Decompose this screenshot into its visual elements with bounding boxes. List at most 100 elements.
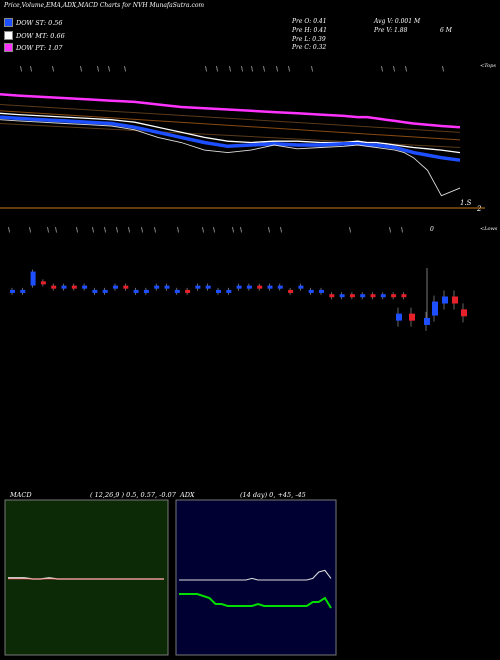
candle-body — [82, 285, 88, 289]
candle-body — [308, 289, 314, 293]
stat-high: Pre H: 0.41 — [292, 27, 327, 34]
candle-body — [298, 285, 304, 289]
candle-body — [154, 285, 160, 289]
lows-marker: 0 — [430, 226, 434, 233]
series-line-close — [0, 119, 461, 197]
series-line-dow-mt — [0, 112, 461, 154]
candle-body — [319, 289, 324, 293]
candle-body — [61, 285, 67, 289]
low-marker: \ — [55, 227, 57, 234]
top-marker: \ — [30, 66, 32, 73]
legend-dow-mt: DOW MT: 0.66 — [4, 31, 65, 40]
top-marker: \ — [205, 66, 207, 73]
top-marker: \ — [442, 66, 444, 73]
candle-body — [432, 301, 438, 316]
top-marker: \ — [80, 66, 82, 73]
top-marker: \ — [288, 66, 290, 73]
legend-label-pt: DOW PT: 1.07 — [16, 43, 63, 52]
low-marker: \ — [213, 227, 215, 234]
stat-pre-volume: Pre V: 1.88 — [374, 27, 408, 34]
low-marker: \ — [8, 227, 10, 234]
envelope-line — [0, 110, 461, 141]
candle-body — [51, 285, 57, 289]
top-marker: \ — [393, 66, 395, 73]
lows-label: <Lows — [480, 226, 498, 232]
top-marker: \ — [216, 66, 218, 73]
low-marker: \ — [280, 227, 282, 234]
candle-body — [40, 281, 46, 285]
candle-body — [370, 294, 376, 298]
low-marker: \ — [232, 227, 234, 234]
candle-body — [102, 289, 108, 293]
top-marker: \ — [381, 66, 383, 73]
top-marker: \ — [276, 66, 278, 73]
low-marker: \ — [92, 227, 94, 234]
low-marker: \ — [177, 227, 179, 234]
top-marker: \ — [263, 66, 265, 73]
adx-params: (14 day) 0, +45, -45 — [240, 491, 306, 499]
candle-body — [92, 289, 98, 293]
low-marker: \ — [128, 227, 130, 234]
candle-body — [461, 309, 467, 317]
adx-lines — [179, 569, 332, 609]
top-marker: \ — [20, 66, 22, 73]
low-marker: \ — [389, 227, 391, 234]
legend-swatch-st — [4, 18, 13, 27]
candle-body — [20, 289, 26, 293]
top-marker: \ — [108, 66, 110, 73]
legend-swatch-pt — [4, 43, 13, 52]
series-line-dow-st — [0, 115, 461, 162]
low-marker: \ — [268, 227, 270, 234]
candle-body — [123, 285, 129, 289]
candle-body — [288, 289, 294, 293]
adx-title: ADX — [180, 491, 195, 499]
candle-body — [380, 294, 386, 298]
top-marker: \ — [251, 66, 253, 73]
legend-label-st: DOW ST: 0.56 — [16, 18, 63, 27]
macd-params: ( 12,26,9 ) 0.5, 0.57, -0.07 — [90, 491, 176, 499]
low-marker: \ — [76, 227, 78, 234]
stat-6m: 6 M — [440, 27, 452, 34]
candle-body — [205, 285, 211, 289]
top-marker: \ — [229, 66, 231, 73]
low-marker: \ — [240, 227, 242, 234]
candle-body — [133, 289, 139, 293]
adx-series-adx — [179, 569, 332, 581]
low-marker: \ — [154, 227, 156, 234]
legend-dow-st: DOW ST: 0.56 — [4, 18, 63, 27]
candle-body — [246, 285, 252, 289]
candle-body — [329, 294, 335, 298]
candle-body — [401, 294, 407, 298]
top-marker: \ — [311, 66, 313, 73]
low-marker: \ — [29, 227, 31, 234]
top-marker: \ — [97, 66, 99, 73]
low-marker: \ — [47, 227, 49, 234]
adx-series-di — [179, 593, 332, 609]
macd-lines — [8, 577, 164, 580]
stat-close: Pre C: 0.32 — [292, 44, 327, 51]
stat-low: Pre L: 0.39 — [292, 36, 326, 43]
candle-body — [396, 313, 402, 321]
candle-body — [257, 285, 263, 289]
candle-body — [195, 285, 201, 289]
candle-body — [277, 285, 283, 289]
legend-label-mt: DOW MT: 0.66 — [16, 31, 65, 40]
lows-markers: \ \ \ \ \ \ \ \ \ \ \ \ \ \ \ \ \ \ \ \ \ — [8, 227, 403, 234]
candle-body — [164, 285, 170, 289]
stat-avg-volume: Avg V: 0.001 M — [374, 18, 421, 25]
candle-body — [71, 285, 77, 289]
candle-body — [236, 285, 242, 289]
candle-body — [360, 294, 366, 298]
candle-body — [143, 289, 149, 293]
candle-body — [409, 313, 415, 321]
candle-body — [216, 289, 221, 293]
candle-body — [185, 289, 191, 293]
candle-body — [424, 317, 430, 325]
candle-body — [339, 294, 345, 298]
candle-body — [391, 294, 397, 298]
candle-body — [174, 289, 180, 293]
stat-open: Pre O: 0.41 — [292, 18, 327, 25]
top-marker: \ — [52, 66, 54, 73]
low-marker: \ — [349, 227, 351, 234]
